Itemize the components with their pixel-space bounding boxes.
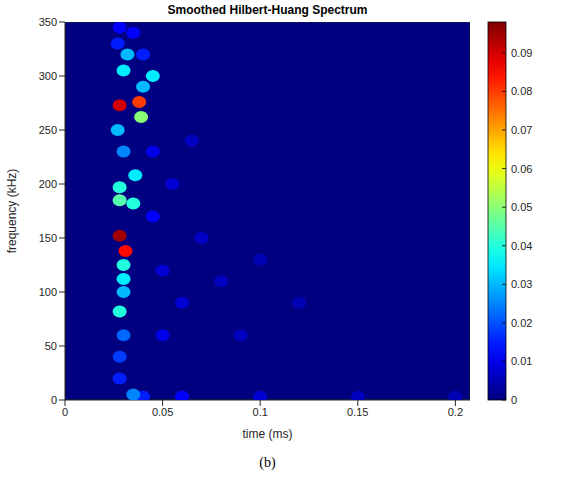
html-text:(b): (b) bbox=[259, 455, 276, 470]
svg-text:200: 200 bbox=[39, 178, 57, 190]
svg-text:0.06: 0.06 bbox=[511, 163, 532, 175]
svg-text:0.2: 0.2 bbox=[448, 406, 463, 418]
svg-text:0: 0 bbox=[511, 394, 517, 406]
svg-text:frequency (kHz): frequency (kHz) bbox=[5, 169, 19, 254]
svg-text:0.01: 0.01 bbox=[511, 355, 532, 367]
svg-text:100: 100 bbox=[39, 286, 57, 298]
svg-text:50: 50 bbox=[45, 340, 57, 352]
svg-text:0.08: 0.08 bbox=[511, 85, 532, 97]
svg-text:time (ms): time (ms) bbox=[243, 427, 293, 441]
svg-text:150: 150 bbox=[39, 232, 57, 244]
svg-text:0.02: 0.02 bbox=[511, 317, 532, 329]
svg-text:300: 300 bbox=[39, 70, 57, 82]
svg-text:0: 0 bbox=[62, 406, 68, 418]
html-text:Smoothed Hilbert-Huang Spectru: Smoothed Hilbert-Huang Spectrum bbox=[167, 3, 368, 17]
svg-text:0.09: 0.09 bbox=[511, 47, 532, 59]
svg-text:350: 350 bbox=[39, 16, 57, 28]
svg-text:0.05: 0.05 bbox=[511, 201, 532, 213]
svg-text:0.03: 0.03 bbox=[511, 278, 532, 290]
svg-text:0.15: 0.15 bbox=[347, 406, 368, 418]
svg-text:0.1: 0.1 bbox=[253, 406, 268, 418]
svg-text:0.04: 0.04 bbox=[511, 240, 532, 252]
svg-text:250: 250 bbox=[39, 124, 57, 136]
svg-text:0: 0 bbox=[51, 394, 57, 406]
svg-text:0.07: 0.07 bbox=[511, 124, 532, 136]
svg-text:0.05: 0.05 bbox=[152, 406, 173, 418]
